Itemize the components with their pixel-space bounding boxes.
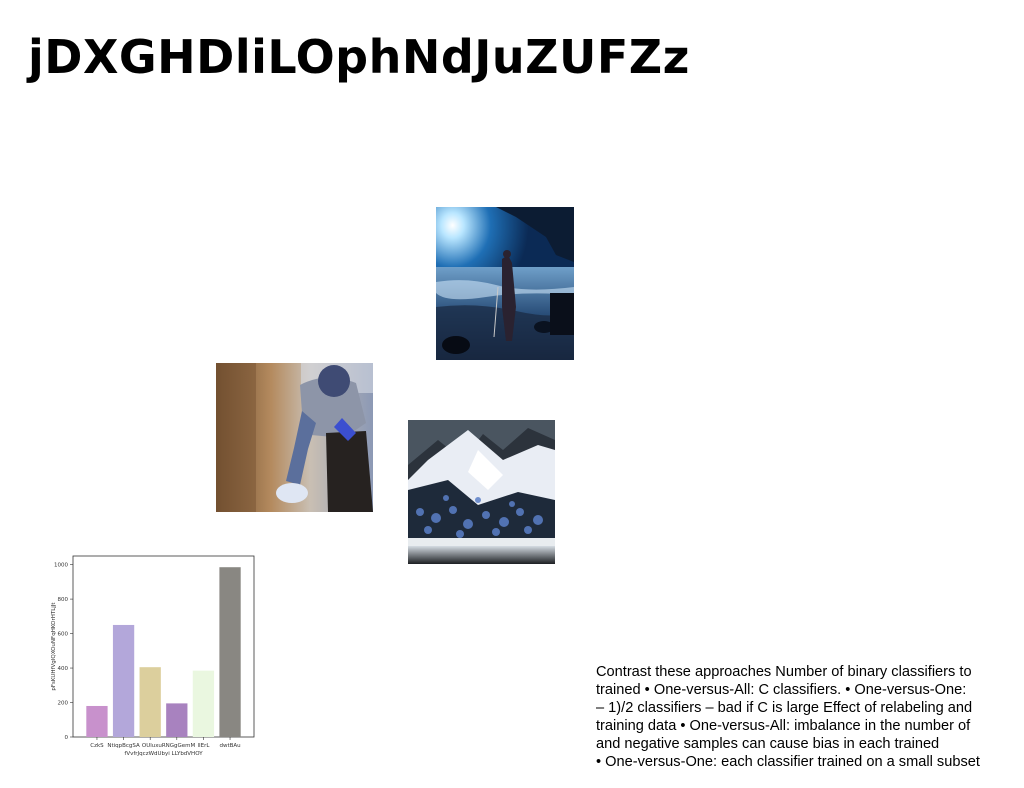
bar-uRNGgGemM bbox=[166, 703, 188, 737]
body-line: – 1)/2 classifiers – bad if C is large E… bbox=[596, 700, 973, 716]
x-tick-label: lIErL bbox=[197, 743, 210, 749]
x-axis-label: fVvfrJqczWdUbyi LLYbdVHOY bbox=[124, 751, 203, 757]
snowy-mountain-image bbox=[408, 420, 555, 564]
body-line: Contrast these approaches Number of bina… bbox=[596, 664, 972, 680]
bar-lIErL bbox=[192, 670, 215, 737]
bar-dwtBAu bbox=[219, 567, 241, 737]
bar-chart: 0 200 400 600 800 1000 CzkS NtiqpBcgSA OUlux uRNG… bbox=[48, 548, 264, 774]
y-tick-label: 400 bbox=[58, 666, 69, 672]
x-tick-label: dwtBAu bbox=[219, 743, 240, 749]
y-tick-label: 0 bbox=[65, 735, 69, 741]
body-line: training data • One-versus-All: imbalanc… bbox=[596, 718, 971, 734]
x-tick-label: NtiqpBcgSA bbox=[107, 743, 140, 749]
bar-NtiqpBcgSA bbox=[112, 624, 135, 737]
coast-figure-image bbox=[436, 207, 574, 360]
y-tick-label: 800 bbox=[58, 597, 69, 603]
bar-chart-svg: 0 200 400 600 800 1000 CzkS NtiqpBcgSA OUlux uRNG… bbox=[51, 555, 255, 757]
chart-frame bbox=[72, 555, 255, 738]
y-tick-label: 600 bbox=[58, 632, 69, 638]
bar-OUlux bbox=[139, 667, 161, 737]
y-tick-label: 1000 bbox=[54, 563, 68, 569]
x-tick-label: OUlux bbox=[142, 743, 159, 749]
x-tick-label: uRNGgGemM bbox=[158, 743, 195, 749]
y-tick-label: 200 bbox=[58, 701, 69, 707]
man-painting-image bbox=[216, 363, 373, 512]
bar-CzkS bbox=[86, 705, 108, 737]
body-line: and negative samples can cause bias in e… bbox=[596, 736, 940, 752]
body-line: trained • One-versus-All: C classifiers.… bbox=[596, 682, 967, 698]
y-axis-label: pFsKUHfVgIQXOuNFqHKOrHTLjJt bbox=[51, 602, 57, 691]
body-line: • One-versus-One: each classifier traine… bbox=[596, 754, 980, 770]
body-text: Contrast these approaches Number of bina… bbox=[596, 663, 1022, 771]
slide-title: jDXGHDliLOphNdJuZUFZz bbox=[28, 30, 690, 84]
x-tick-label: CzkS bbox=[90, 743, 104, 749]
